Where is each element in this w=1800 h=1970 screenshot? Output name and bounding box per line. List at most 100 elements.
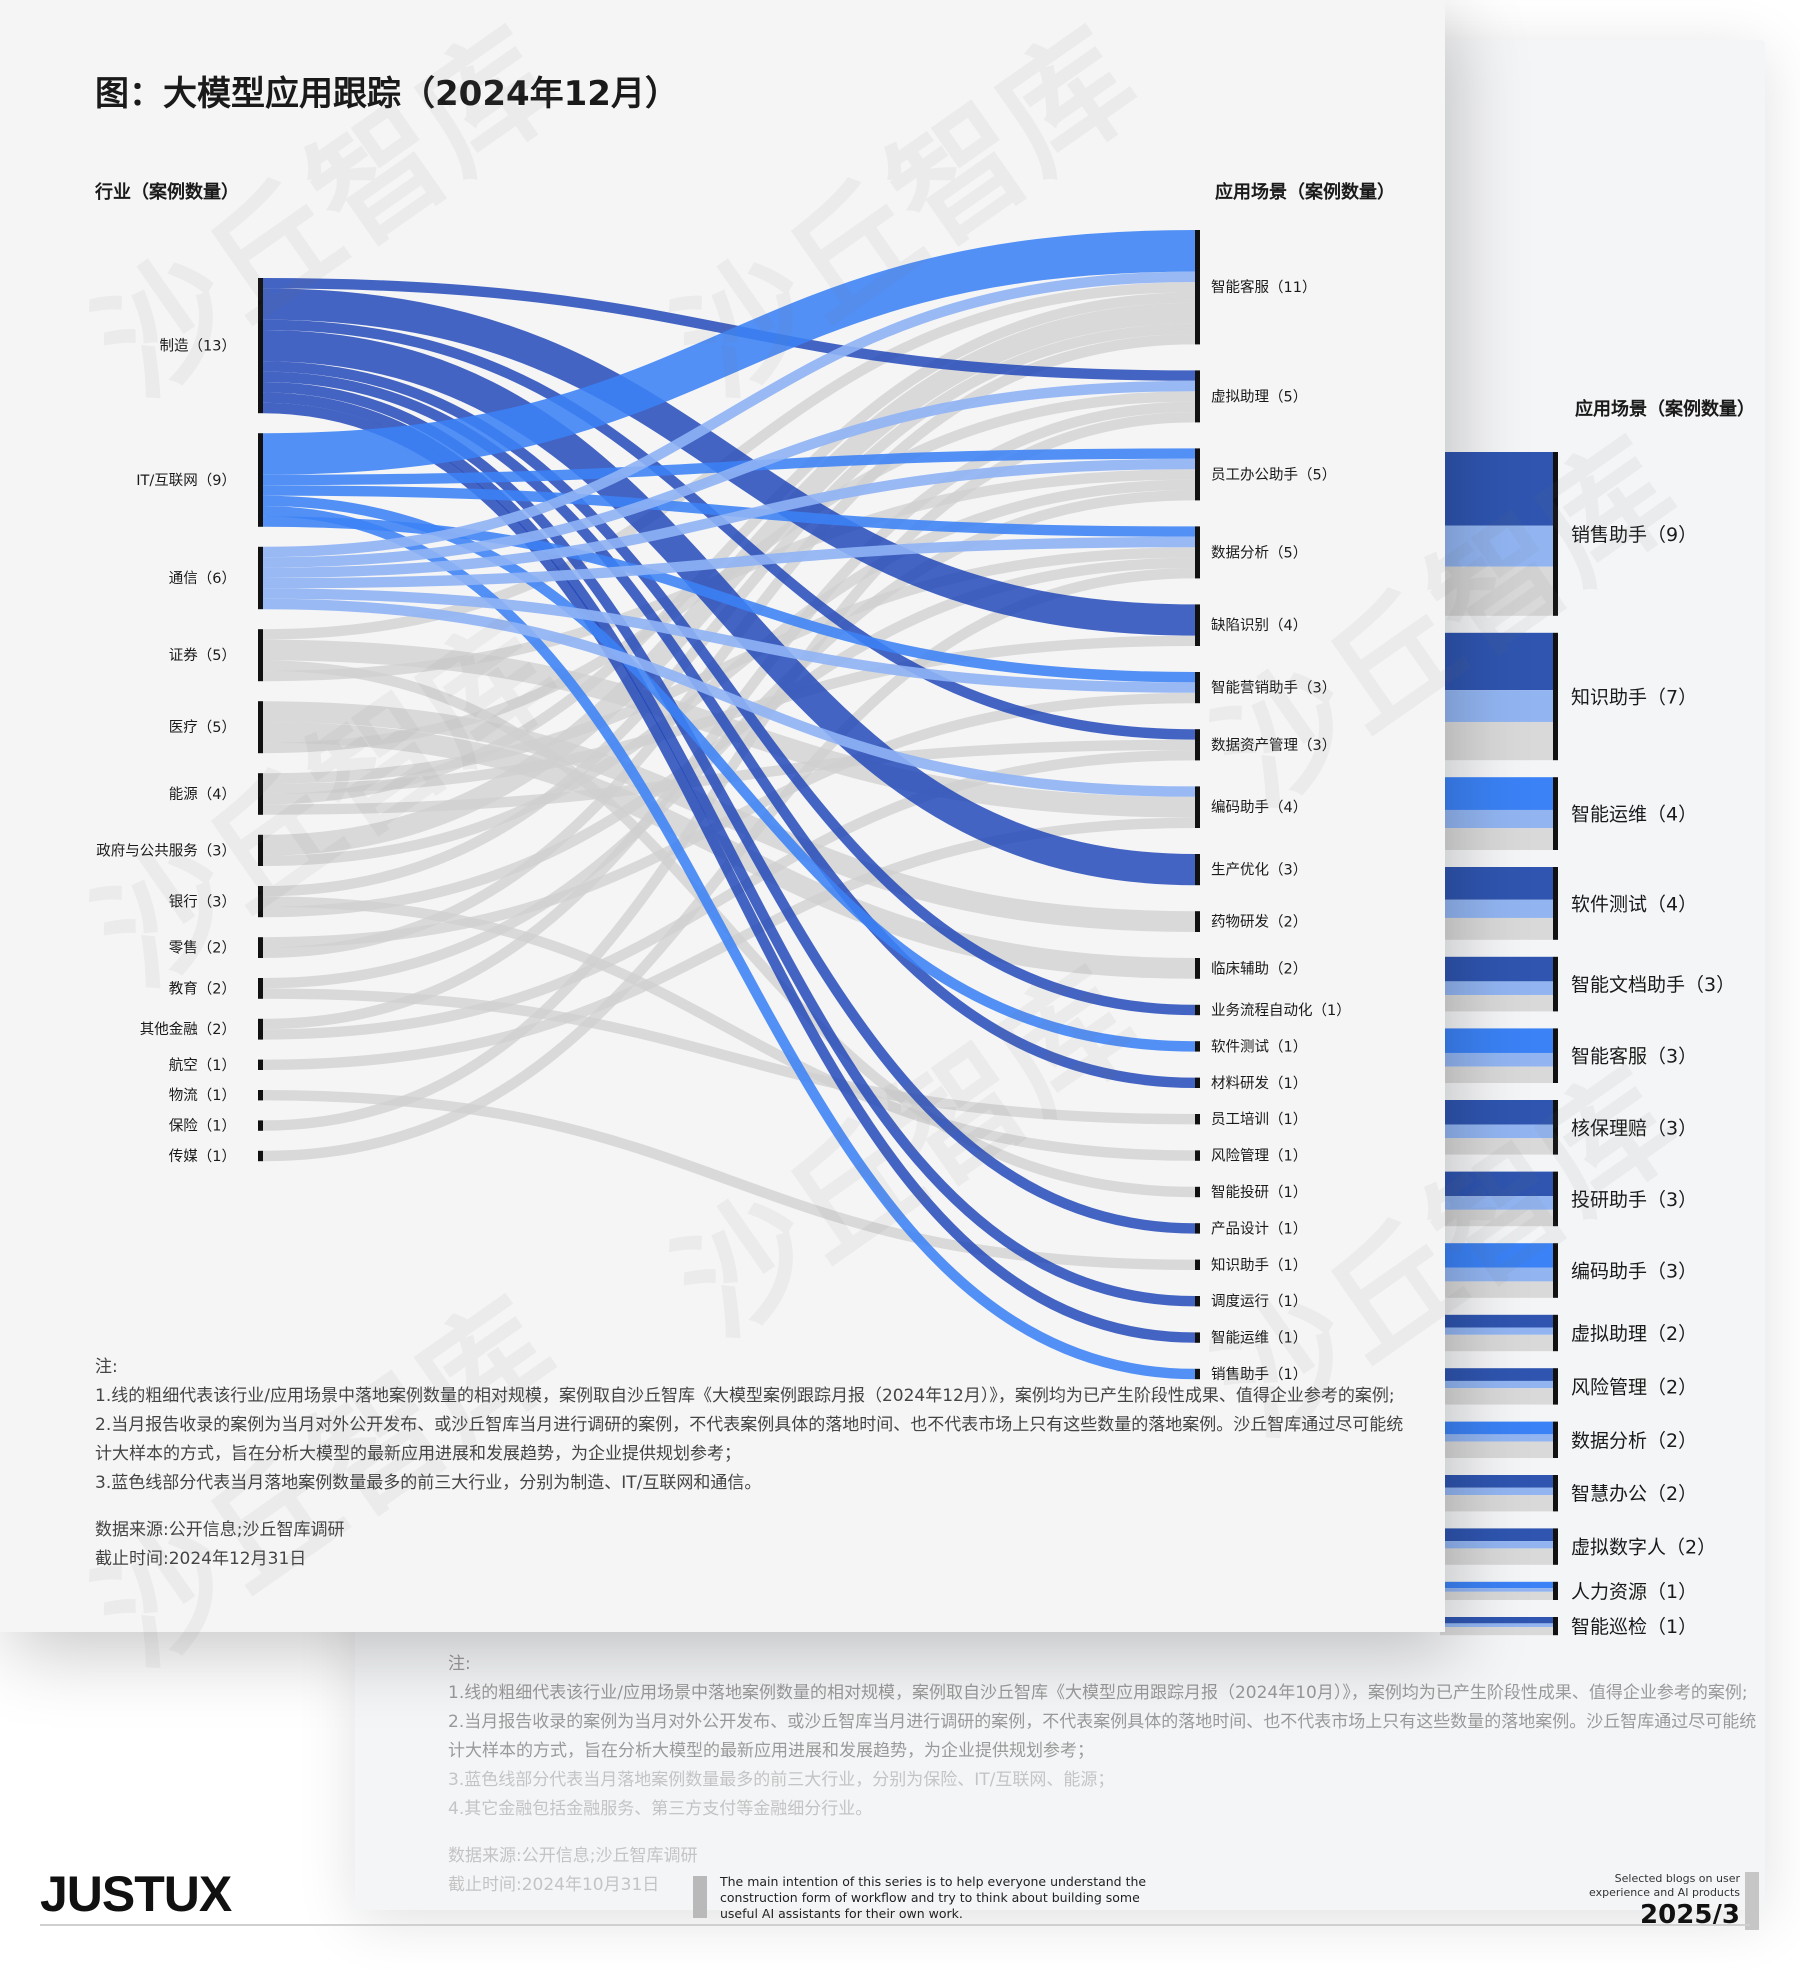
previous-scenario-incoming-band [1440, 721, 1553, 761]
previous-scenario-node-编码助手 [1553, 1243, 1558, 1298]
previous-scenario-incoming-band [1440, 1495, 1553, 1512]
flow-制造-to-业务流程自动化 [262, 361, 1196, 1016]
data-source: 数据来源:公开信息;沙丘智库调研 [95, 1520, 345, 1540]
previous-scenario-label: 智能客服（3） [1571, 1046, 1697, 1068]
previous-scenario-axis-header: 应用场景（案例数量） [1575, 399, 1755, 420]
industry-label: IT/互联网（9） [136, 472, 236, 489]
previous-scenario-incoming-band [1440, 1623, 1553, 1628]
scenario-label: 员工办公助手（5） [1211, 466, 1336, 483]
previous-scenario-incoming-band [1440, 1548, 1553, 1565]
scenario-label: 生产优化（3） [1211, 862, 1307, 879]
data-deadline: 截止时间:2024年12月31日 [95, 1549, 307, 1569]
previous-scenario-node-智慧办公 [1553, 1475, 1558, 1512]
scenario-node-虚拟助理 [1195, 370, 1200, 423]
previous-scenario-incoming-band [1440, 452, 1553, 526]
industry-axis-header: 行业（案例数量） [95, 182, 239, 203]
flow-物流-to-知识助手 [262, 1090, 1196, 1270]
chart-notes: 注: 1.线的粗细代表该行业/应用场景中落地案例数量的相对规模，案例取自沙丘智库… [95, 1353, 1405, 1574]
previous-scenario-label: 知识助手（7） [1571, 687, 1697, 709]
previous-scenario-label: 虚拟数字人（2） [1571, 1537, 1716, 1559]
scenario-label: 调度运行（1） [1211, 1293, 1307, 1310]
previous-scenario-incoming-band [1440, 1066, 1553, 1083]
scenario-label: 虚拟助理（5） [1211, 388, 1307, 405]
footer-divider [693, 1876, 707, 1918]
flow-制造-to-虚拟助理 [262, 278, 1196, 381]
previous-scenario-label: 智能文档助手（3） [1571, 974, 1735, 996]
industry-label: 零售（2） [169, 940, 236, 957]
previous-scenario-node-风险管理 [1553, 1368, 1558, 1405]
previous-scenario-incoming-band [1440, 525, 1553, 567]
scenario-label: 风险管理（1） [1211, 1148, 1307, 1165]
previous-scenario-node-软件测试 [1553, 867, 1558, 940]
previous-scenario-incoming-band [1440, 1124, 1553, 1139]
scenario-node-数据资产管理 [1195, 729, 1200, 761]
flow-制造-to-智能运维 [262, 402, 1196, 1343]
industry-node-制造 [258, 278, 263, 414]
industry-node-医疗 [258, 701, 263, 754]
series-description: The main intention of this series is to … [720, 1874, 1147, 1921]
previous-scenario-incoming-band [1440, 867, 1553, 900]
previous-scenario-node-人力资源 [1553, 1581, 1558, 1600]
previous-note-1: 1.线的粗细代表该行业/应用场景中落地案例数量的相对规模，案例取自沙丘智库《大模… [448, 1683, 1748, 1703]
previous-scenario-node-智能巡检 [1553, 1617, 1558, 1636]
scenario-label: 产品设计（1） [1211, 1220, 1307, 1237]
flow-证券-to-智能投研 [262, 660, 1196, 1198]
industry-label: 物流（1） [169, 1087, 236, 1104]
scenario-label: 智能营销助手（3） [1211, 680, 1336, 697]
previous-scenario-node-销售助手 [1553, 452, 1558, 616]
previous-scenario-incoming-band [1440, 899, 1553, 918]
flow-通信-to-智能营销助手 [262, 588, 1196, 693]
previous-scenario-node-虚拟助理 [1553, 1314, 1558, 1352]
industry-label: 航空（1） [169, 1057, 236, 1074]
previous-scenario-node-智能客服 [1553, 1028, 1558, 1083]
previous-note-2: 2.当月报告收录的案例为当月对外公开发布、或沙丘智库当月进行调研的案例，不代表案… [448, 1712, 1757, 1761]
previous-scenario-incoming-band [1440, 1334, 1553, 1352]
previous-deadline: 截止时间:2024年10月31日 [448, 1875, 660, 1895]
previous-scenario-incoming-band [1440, 1388, 1553, 1405]
industry-node-保险 [258, 1120, 263, 1131]
flow-其他金融-to-虚拟助理 [262, 401, 1196, 1030]
previous-scenario-incoming-band [1440, 1327, 1553, 1335]
previous-source: 数据来源:公开信息;沙丘智库调研 [448, 1846, 698, 1866]
previous-scenario-incoming-band [1440, 1267, 1553, 1282]
note-label: 注: [95, 1357, 118, 1377]
industry-label: 其他金融（2） [140, 1021, 236, 1038]
flow-教育-to-员工培训 [262, 988, 1196, 1125]
scenario-node-智能营销助手 [1195, 672, 1200, 704]
flow-制造-to-数据资产管理 [262, 319, 1196, 740]
industry-label: 制造（13） [160, 338, 236, 355]
scenario-node-知识助手 [1195, 1259, 1200, 1270]
previous-scenario-incoming-band [1440, 1541, 1553, 1549]
previous-scenario-incoming-band [1440, 1475, 1553, 1488]
previous-scenario-node-核保理赔 [1553, 1100, 1558, 1155]
previous-scenario-incoming-band [1440, 1171, 1553, 1197]
scenario-label: 软件测试（1） [1211, 1038, 1307, 1055]
previous-note-label: 注: [448, 1654, 471, 1674]
flow-通信-to-智能客服 [262, 271, 1196, 558]
scenario-label: 临床辅助（2） [1211, 960, 1307, 977]
previous-scenario-label: 投研助手（3） [1571, 1189, 1697, 1211]
scenario-node-智能运维 [1195, 1332, 1200, 1343]
flow-政府与公共服务-to-智能客服 [262, 302, 1196, 856]
scenario-node-员工办公助手 [1195, 448, 1200, 501]
brand-logo: JUSTUX [40, 1866, 232, 1922]
flow-通信-to-虚拟助理 [262, 380, 1196, 568]
scenario-label: 材料研发（1） [1211, 1075, 1307, 1092]
industry-label: 保险（1） [169, 1118, 236, 1135]
previous-scenario-incoming-band [1440, 1196, 1553, 1210]
scenario-node-风险管理 [1195, 1150, 1200, 1161]
scenario-node-销售助手 [1195, 1368, 1200, 1380]
previous-scenario-incoming-band [1440, 981, 1553, 996]
industry-node-教育 [258, 978, 263, 999]
industry-node-传媒 [258, 1150, 263, 1162]
previous-scenario-label: 人力资源（1） [1571, 1581, 1697, 1603]
industry-node-零售 [258, 937, 263, 958]
previous-scenario-node-智能文档助手 [1553, 956, 1558, 1012]
flow-IT-互联网-to-智能客服 [262, 230, 1196, 475]
chart-title: 图：大模型应用跟踪（2024年12月） [95, 74, 679, 114]
industry-label: 证券（5） [169, 647, 236, 664]
previous-scenario-incoming-band [1440, 1581, 1553, 1589]
scenario-axis-header: 应用场景（案例数量） [1215, 182, 1395, 203]
previous-scenario-node-知识助手 [1553, 632, 1558, 761]
scenario-label: 业务流程自动化（1） [1211, 1002, 1351, 1019]
